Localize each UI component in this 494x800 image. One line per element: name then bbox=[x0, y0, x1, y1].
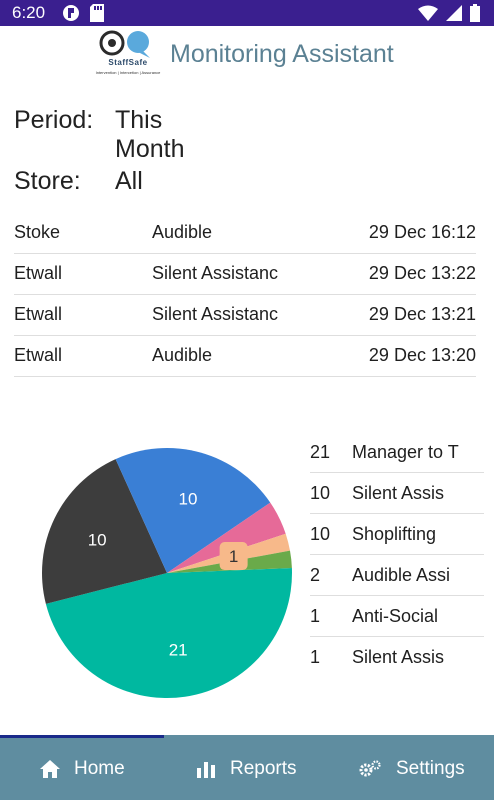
logo-mark bbox=[99, 30, 150, 58]
nav-home-tab[interactable]: Home bbox=[40, 738, 125, 800]
legend-row[interactable]: 2 Audible Assi bbox=[310, 555, 484, 596]
period-label: Period: bbox=[14, 106, 94, 134]
alerts-list: Stoke Audible 29 Dec 16:12 Etwall Silent… bbox=[14, 213, 476, 377]
legend-count: 2 bbox=[310, 565, 321, 585]
legend-row[interactable]: 21 Manager to T bbox=[310, 432, 484, 473]
bar-chart-icon bbox=[197, 762, 215, 778]
legend-label: Silent Assis bbox=[352, 483, 445, 503]
status-icons-right bbox=[418, 4, 480, 22]
nav-settings-tab[interactable]: Settings bbox=[358, 738, 465, 800]
pie-slice-label: 10 bbox=[88, 530, 107, 549]
alert-type-pie-chart[interactable]: 21 10 10 1 bbox=[36, 442, 298, 704]
staffsafe-logo: StaffSafe Intervention | Intercetion | A… bbox=[86, 30, 170, 84]
alert-store: Stoke bbox=[14, 222, 61, 242]
nav-reports-label: Reports bbox=[230, 758, 297, 779]
pie-slice-label: 21 bbox=[169, 641, 188, 660]
app-header: StaffSafe Intervention | Intercetion | A… bbox=[0, 26, 494, 86]
legend-label: Manager to T bbox=[352, 442, 459, 462]
wifi-icon bbox=[418, 5, 438, 21]
nav-settings-label: Settings bbox=[396, 758, 465, 779]
alert-store: Etwall bbox=[14, 263, 63, 283]
alert-type: Silent Assistanc bbox=[152, 304, 279, 324]
logo-tagline: Intervention | Intercetion | Assurance bbox=[95, 70, 161, 75]
status-icons-left bbox=[62, 4, 104, 22]
pie-slice[interactable] bbox=[115, 448, 271, 573]
alert-time: 29 Dec 13:22 bbox=[368, 263, 476, 283]
period-value[interactable]: This Month bbox=[115, 106, 185, 163]
pie-slice[interactable] bbox=[42, 459, 168, 604]
chart-legend: 21 Manager to T 10 Silent Assis 10 Shopl… bbox=[310, 432, 484, 678]
alert-type: Audible bbox=[152, 222, 213, 242]
legend-count: 1 bbox=[310, 647, 321, 667]
logo-text: StaffSafe bbox=[108, 58, 148, 67]
nav-home-label: Home bbox=[74, 758, 125, 779]
nav-reports-tab[interactable]: Reports bbox=[196, 738, 297, 800]
legend-count: 1 bbox=[310, 606, 321, 626]
alert-type: Audible bbox=[152, 345, 213, 365]
alert-row[interactable]: Etwall Audible 29 Dec 13:20 bbox=[14, 336, 476, 377]
store-label: Store: bbox=[14, 167, 81, 195]
pie-slice[interactable] bbox=[45, 568, 292, 699]
status-bar: 6:20 bbox=[0, 0, 494, 26]
signal-icon bbox=[446, 5, 462, 21]
pie-slice[interactable] bbox=[167, 502, 286, 573]
alert-row[interactable]: Etwall Silent Assistanc 29 Dec 13:22 bbox=[14, 254, 476, 295]
gears-icon bbox=[359, 760, 381, 777]
legend-label: Audible Assi bbox=[352, 565, 451, 585]
legend-label: Anti-Social bbox=[352, 606, 439, 626]
legend-count: 21 bbox=[310, 442, 331, 462]
circle-p-icon bbox=[63, 5, 79, 21]
alert-time: 29 Dec 13:20 bbox=[368, 345, 476, 365]
status-time: 6:20 bbox=[12, 3, 46, 22]
legend-row[interactable]: 1 Anti-Social bbox=[310, 596, 484, 637]
legend-count: 10 bbox=[310, 483, 331, 503]
pie-label-badge bbox=[219, 542, 248, 571]
alert-time: 29 Dec 13:21 bbox=[368, 304, 476, 324]
battery-icon bbox=[470, 4, 480, 22]
legend-count: 10 bbox=[310, 524, 331, 544]
alert-store: Etwall bbox=[14, 304, 63, 324]
active-tab-indicator bbox=[0, 735, 164, 738]
home-icon bbox=[40, 760, 60, 778]
alert-row[interactable]: Etwall Silent Assistanc 29 Dec 13:21 bbox=[14, 295, 476, 336]
store-value[interactable]: All bbox=[115, 167, 143, 195]
alert-time: 29 Dec 16:12 bbox=[368, 222, 476, 242]
pie-slice-label: 10 bbox=[179, 489, 198, 508]
legend-row[interactable]: 10 Silent Assis bbox=[310, 473, 484, 514]
legend-label: Shoplifting bbox=[352, 524, 437, 544]
legend-row[interactable]: 1 Silent Assis bbox=[310, 637, 484, 678]
alert-store: Etwall bbox=[14, 345, 63, 365]
pie-slice-label: 1 bbox=[229, 547, 238, 566]
bottom-nav: Home Reports Settings bbox=[0, 735, 494, 800]
legend-row[interactable]: 10 Shoplifting bbox=[310, 514, 484, 555]
alert-type: Silent Assistanc bbox=[152, 263, 279, 283]
alert-row[interactable]: Stoke Audible 29 Dec 16:12 bbox=[14, 213, 476, 254]
app-title: Monitoring Assistant bbox=[170, 40, 394, 68]
sd-card-icon bbox=[90, 4, 104, 22]
legend-label: Silent Assis bbox=[352, 647, 445, 667]
